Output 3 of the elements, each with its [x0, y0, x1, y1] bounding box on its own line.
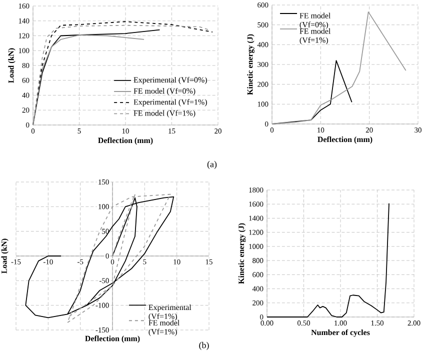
text: (a) — [207, 160, 217, 170]
line-series — [272, 11, 406, 124]
text: (b) — [199, 342, 209, 350]
